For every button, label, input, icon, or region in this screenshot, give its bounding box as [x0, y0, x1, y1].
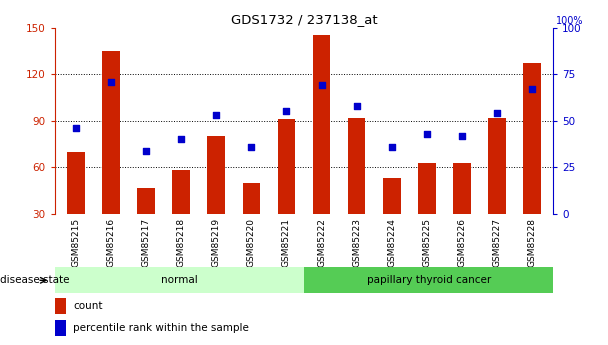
Bar: [55, 298, 66, 314]
Point: [246, 144, 256, 150]
Text: GSM85219: GSM85219: [212, 218, 221, 267]
Bar: [523, 63, 541, 214]
Point: [282, 109, 291, 114]
Point: [352, 103, 362, 109]
Bar: [243, 183, 260, 214]
Bar: [55, 320, 66, 336]
Point: [457, 133, 467, 138]
Bar: [278, 119, 295, 214]
Point: [141, 148, 151, 153]
Text: GSM85215: GSM85215: [71, 218, 80, 267]
Text: GSM85224: GSM85224: [387, 218, 396, 267]
Point: [176, 137, 186, 142]
Title: GDS1732 / 237138_at: GDS1732 / 237138_at: [230, 13, 378, 27]
Text: GSM85218: GSM85218: [176, 218, 185, 267]
Text: GSM85228: GSM85228: [528, 218, 537, 267]
Bar: [137, 188, 155, 214]
Bar: [172, 170, 190, 214]
Text: papillary thyroid cancer: papillary thyroid cancer: [367, 275, 491, 285]
Text: 100%: 100%: [556, 16, 584, 26]
Text: count: count: [73, 301, 103, 311]
Bar: [207, 136, 225, 214]
Bar: [55, 267, 304, 293]
Point: [492, 110, 502, 116]
Bar: [453, 163, 471, 214]
Text: GSM85221: GSM85221: [282, 218, 291, 267]
Text: GSM85222: GSM85222: [317, 218, 326, 267]
Point: [317, 82, 326, 88]
Text: disease state: disease state: [0, 275, 69, 285]
Text: normal: normal: [161, 275, 198, 285]
Text: GSM85217: GSM85217: [142, 218, 151, 267]
Bar: [383, 178, 401, 214]
Text: GSM85227: GSM85227: [492, 218, 502, 267]
Point: [387, 144, 396, 150]
Text: GSM85226: GSM85226: [457, 218, 466, 267]
Bar: [488, 118, 506, 214]
Point: [212, 112, 221, 118]
Text: GSM85216: GSM85216: [106, 218, 116, 267]
Point: [106, 79, 116, 85]
Point: [422, 131, 432, 137]
Text: GSM85225: GSM85225: [423, 218, 432, 267]
Text: GSM85220: GSM85220: [247, 218, 256, 267]
Text: GSM85223: GSM85223: [352, 218, 361, 267]
Point: [527, 86, 537, 92]
Bar: [67, 152, 85, 214]
Bar: [102, 51, 120, 214]
Text: percentile rank within the sample: percentile rank within the sample: [73, 323, 249, 333]
Bar: [348, 118, 365, 214]
Bar: [313, 36, 330, 214]
Point: [71, 126, 81, 131]
Bar: [418, 163, 436, 214]
Bar: [304, 267, 553, 293]
